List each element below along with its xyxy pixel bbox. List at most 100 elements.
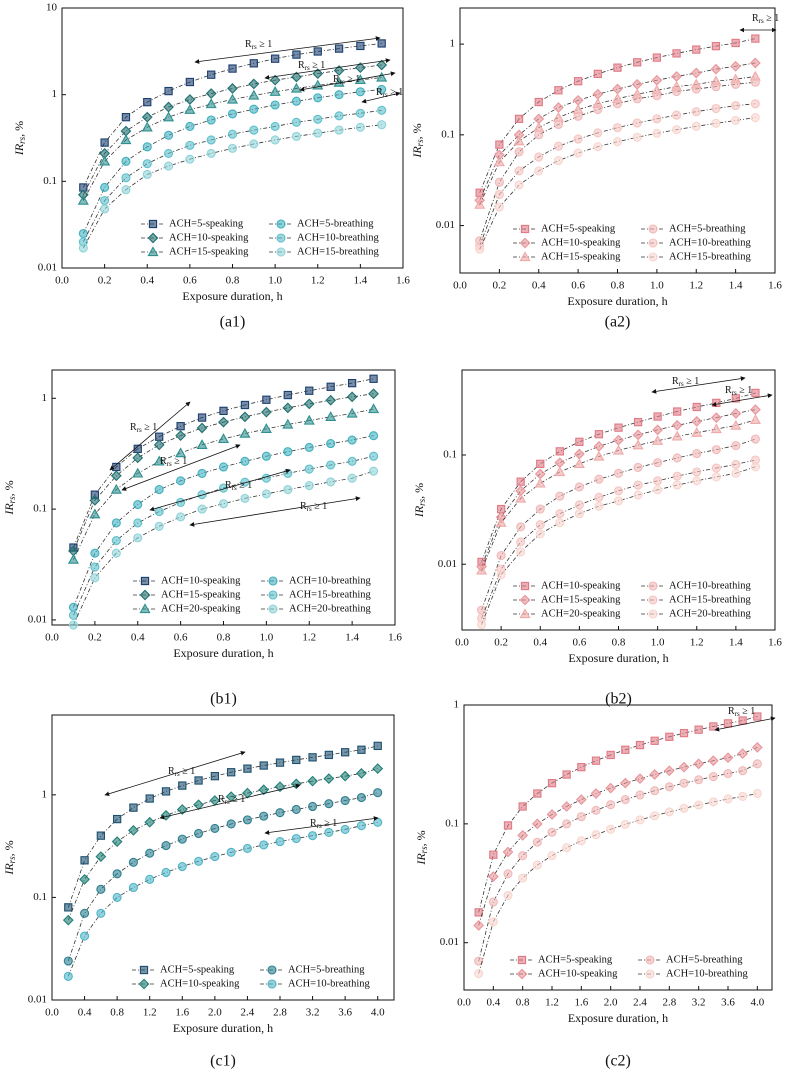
marker: [242, 815, 252, 825]
marker: [176, 476, 186, 486]
y-title-main: IR: [12, 143, 26, 156]
marker: [96, 884, 106, 894]
marker: [731, 79, 741, 89]
marker: [356, 821, 366, 831]
marker: [679, 778, 689, 788]
marker: [373, 817, 383, 827]
marker: [226, 93, 239, 104]
marker: [303, 398, 315, 410]
marker: [750, 462, 760, 472]
marker: [249, 104, 259, 114]
marker: [239, 411, 251, 423]
marker: [227, 109, 238, 119]
marker: [139, 589, 151, 601]
marker: [291, 804, 301, 815]
marker: [664, 782, 674, 792]
marker: [196, 422, 208, 434]
y-tick-label: 0.01: [438, 558, 457, 570]
marker: [373, 788, 383, 798]
marker: [711, 82, 721, 92]
y-tick-label: 0.1: [33, 503, 47, 515]
marker: [562, 819, 572, 829]
marker: [139, 603, 151, 614]
y-title-main: IR: [414, 853, 428, 866]
y-title-main: IR: [412, 505, 426, 518]
marker: [553, 156, 563, 166]
marker: [650, 786, 660, 796]
series-line: [73, 470, 374, 626]
x-axis-title: Exposure duration, h: [173, 646, 273, 660]
marker: [520, 224, 530, 234]
x-tick-label: 0.0: [55, 275, 69, 287]
marker: [372, 763, 384, 775]
marker: [260, 406, 272, 418]
legend-label: ACH=20-speaking: [541, 608, 621, 619]
marker: [574, 482, 584, 492]
marker: [731, 441, 741, 451]
x-tick-label: 0.8: [217, 632, 231, 644]
legend-label: ACH=15-speaking: [541, 594, 621, 605]
x-tick-label: 1.4: [729, 637, 743, 649]
marker: [259, 840, 269, 850]
marker: [635, 740, 645, 750]
annotation-main: R: [752, 13, 759, 24]
marker: [346, 407, 358, 418]
x-tick-label: 1.0: [651, 637, 665, 649]
marker: [750, 434, 760, 444]
y-axis-title: IRrs, %: [12, 121, 27, 156]
marker: [261, 489, 271, 499]
marker: [80, 908, 90, 918]
y-tick-label: 0.1: [445, 817, 459, 829]
marker: [519, 237, 531, 249]
marker: [79, 873, 90, 885]
annotation-main: R: [376, 87, 383, 98]
annotation: Rrs ≥ 1: [752, 13, 779, 24]
x-tick-label: 0.8: [612, 637, 626, 649]
marker: [226, 847, 236, 857]
x-tick-label: 1.0: [260, 632, 274, 644]
marker: [633, 417, 643, 427]
marker: [185, 140, 195, 150]
marker: [334, 125, 344, 135]
marker: [553, 119, 563, 130]
marker: [593, 104, 603, 115]
marker: [290, 778, 302, 790]
y-tick-label: 0.01: [28, 613, 47, 625]
x-tick-label: 2.4: [241, 1007, 255, 1019]
x-axis-title: Exposure duration, h: [182, 289, 282, 303]
marker: [141, 111, 153, 123]
x-tick-label: 0.2: [493, 280, 507, 292]
marker: [139, 965, 149, 975]
marker: [270, 54, 280, 63]
marker: [606, 824, 616, 834]
panel: 0.0 0.2 0.4 0.6 0.8 1.0 1.2 1.4 1.6 0.01 0.1 1 Expos…: [410, 7, 782, 331]
marker: [612, 83, 623, 95]
marker: [219, 406, 228, 416]
marker: [112, 869, 122, 879]
marker: [164, 148, 174, 158]
marker: [614, 423, 623, 432]
y-axis-title: IRrs, %: [412, 483, 427, 518]
x-tick-label: 2.8: [273, 1007, 287, 1019]
legend-label: ACH=15-breathing: [669, 251, 751, 262]
legend-label: ACH=10-speaking: [160, 978, 240, 989]
marker: [477, 605, 487, 615]
x-tick-label: 0.0: [45, 1007, 59, 1019]
marker: [652, 114, 662, 124]
legend-label: ACH=15-breathing: [289, 589, 371, 600]
annotation: Rrs ≥ 1: [298, 60, 325, 71]
annotation-arrow: [189, 496, 361, 527]
marker: [731, 459, 741, 469]
x-tick-label: 1.2: [143, 1007, 157, 1019]
marker: [147, 246, 159, 257]
marker: [562, 843, 572, 853]
marker: [68, 610, 78, 620]
marker: [575, 437, 584, 446]
marker: [593, 450, 605, 461]
marker: [154, 521, 164, 531]
marker: [592, 88, 604, 100]
marker: [121, 185, 131, 195]
marker: [672, 453, 682, 463]
marker: [210, 852, 220, 862]
